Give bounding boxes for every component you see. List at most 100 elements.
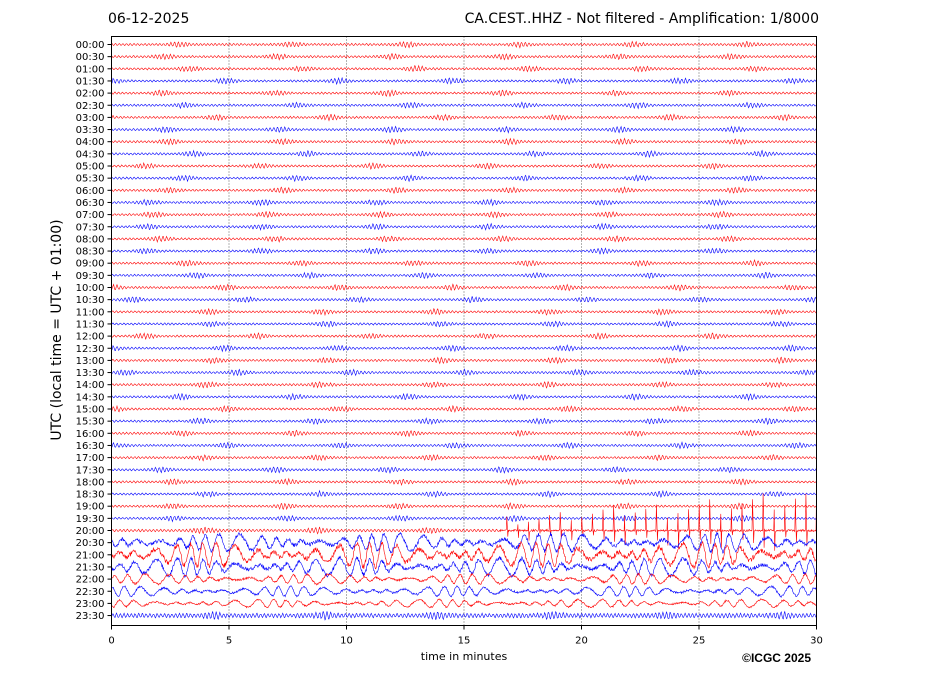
y-tick-label: 16:30 <box>76 441 105 452</box>
y-tick-label: 11:00 <box>76 307 105 318</box>
y-tick-label: 00:00 <box>76 40 105 51</box>
trace-row-0300 <box>111 113 817 122</box>
trace-row-1930 <box>111 514 817 523</box>
trace-row-1400 <box>111 380 817 389</box>
y-tick-label: 05:30 <box>76 174 105 185</box>
trace-row-1500 <box>111 404 817 413</box>
trace-row-2030 <box>111 531 817 554</box>
trace-row-2200 <box>111 572 817 586</box>
y-tick-label: 11:30 <box>76 319 105 330</box>
y-tick-label: 13:30 <box>76 368 105 379</box>
trace-row-2300 <box>111 598 817 609</box>
grid-lines <box>228 36 700 626</box>
trace-row-0000 <box>111 40 817 49</box>
y-tick-label: 14:30 <box>76 392 105 403</box>
trace-row-0130 <box>111 76 817 86</box>
y-tick-label: 02:00 <box>76 89 105 100</box>
trace-row-2330 <box>111 610 817 621</box>
y-axis-label: UTC (local time = UTC + 01:00) <box>49 219 65 441</box>
y-tick-label: 23:30 <box>76 611 105 622</box>
y-tick-label: 08:30 <box>76 247 105 258</box>
trace-row-0630 <box>111 198 817 207</box>
y-tick-label: 03:30 <box>76 125 105 136</box>
x-axis: 0 5 10 15 20 25 30 <box>108 625 823 647</box>
y-tick-label: 04:00 <box>76 137 105 148</box>
trace-row-0430 <box>111 149 817 159</box>
y-tick-label: 07:00 <box>76 210 105 221</box>
x-axis-label: time in minutes <box>420 650 508 663</box>
trace-row-1600 <box>111 429 817 438</box>
x-tick-label: 15 <box>458 636 471 647</box>
trace-row-1030 <box>111 295 817 304</box>
trace-row-0800 <box>111 235 817 243</box>
chart-title: CA.CEST..HHZ - Not filtered - Amplificat… <box>464 11 819 27</box>
y-tick-label: 12:00 <box>76 332 105 343</box>
trace-row-0400 <box>111 137 817 146</box>
y-tick-label: 05:00 <box>76 162 105 173</box>
x-tick-label: 30 <box>810 636 823 647</box>
x-tick-label: 5 <box>226 636 232 647</box>
trace-row-1730 <box>111 466 817 474</box>
chart-date: 06-12-2025 <box>108 11 190 27</box>
trace-row-2130 <box>111 555 817 579</box>
x-tick-label: 0 <box>108 636 114 647</box>
trace-row-1630 <box>111 441 817 450</box>
y-tick-label: 20:00 <box>76 526 105 537</box>
trace-row-0600 <box>111 186 817 194</box>
y-tick-label: 01:00 <box>76 64 105 75</box>
trace-row-1830 <box>111 489 817 499</box>
trace-row-1430 <box>111 392 817 402</box>
trace-row-1700 <box>111 454 817 462</box>
y-tick-label: 12:30 <box>76 344 105 355</box>
y-tick-label: 19:30 <box>76 514 105 525</box>
trace-row-0730 <box>111 222 817 231</box>
y-tick-label: 22:00 <box>76 575 105 586</box>
trace-row-0030 <box>111 52 817 61</box>
y-tick-label: 08:00 <box>76 234 105 245</box>
y-tick-label: 21:00 <box>76 550 105 561</box>
y-tick-label: 19:00 <box>76 502 105 513</box>
y-tick-label: 15:30 <box>76 417 105 428</box>
y-tick-label: 06:00 <box>76 186 105 197</box>
y-tick-label: 10:30 <box>76 295 105 306</box>
y-tick-label: 18:30 <box>76 490 105 501</box>
y-tick-label: 00:30 <box>76 52 105 63</box>
y-tick-label: 06:30 <box>76 198 105 209</box>
y-tick-label: 02:30 <box>76 101 105 112</box>
trace-row-0330 <box>111 125 817 134</box>
y-tick-label: 07:30 <box>76 222 105 233</box>
x-tick-label: 20 <box>575 636 588 647</box>
trace-row-1530 <box>111 417 817 426</box>
trace-row-2230 <box>111 584 817 598</box>
trace-row-0230 <box>111 101 817 110</box>
y-tick-label: 01:30 <box>76 76 105 87</box>
trace-row-2000 <box>111 486 817 551</box>
trace-row-1330 <box>111 368 817 377</box>
trace-row-0100 <box>111 64 817 73</box>
trace-row-2100 <box>111 540 817 570</box>
trace-row-1800 <box>111 477 817 487</box>
trace-row-1100 <box>111 308 817 317</box>
trace-row-1230 <box>111 344 817 353</box>
trace-row-0200 <box>111 89 817 98</box>
y-tick-label: 22:30 <box>76 587 105 598</box>
y-tick-label: 18:00 <box>76 477 105 488</box>
y-tick-label: 16:00 <box>76 429 105 440</box>
y-tick-label: 17:30 <box>76 465 105 476</box>
y-tick-label: 20:30 <box>76 538 105 549</box>
y-tick-label: 09:00 <box>76 259 105 270</box>
y-tick-label: 14:00 <box>76 380 105 391</box>
trace-row-1000 <box>111 283 817 292</box>
y-tick-label: 21:30 <box>76 562 105 573</box>
y-tick-label: 15:00 <box>76 405 105 416</box>
x-tick-label: 10 <box>340 636 353 647</box>
x-tick-label: 25 <box>693 636 706 647</box>
trace-row-0500 <box>111 161 817 171</box>
y-tick-label: 17:00 <box>76 453 105 464</box>
y-tick-label: 04:30 <box>76 149 105 160</box>
trace-row-0830 <box>111 247 817 255</box>
y-tick-label: 13:00 <box>76 356 105 367</box>
trace-row-0700 <box>111 210 817 219</box>
